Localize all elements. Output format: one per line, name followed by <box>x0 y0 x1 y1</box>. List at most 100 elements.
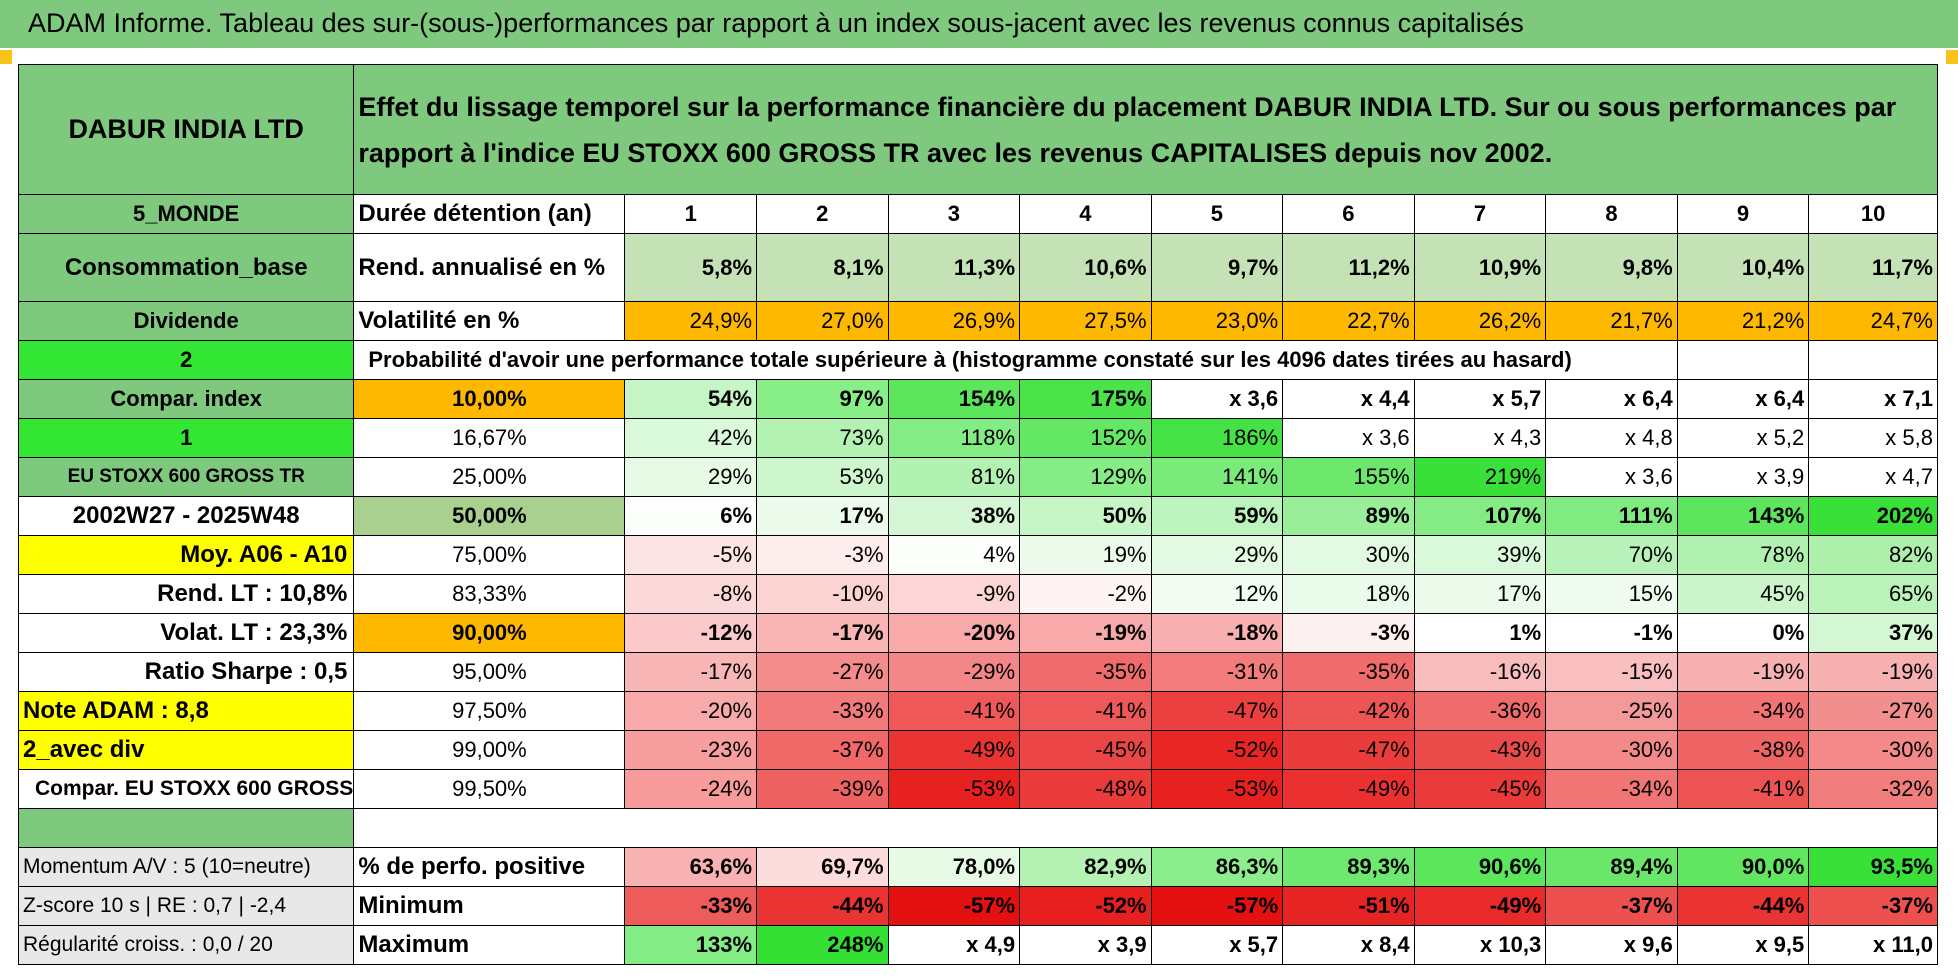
duration-row: 5_MONDE Durée détention (an) 1 2 3 4 5 6… <box>19 195 1938 234</box>
quantile-cell: -48% <box>1020 770 1152 809</box>
probability-label: Probabilité d'avoir une performance tota… <box>354 341 1677 380</box>
year-header: 6 <box>1283 195 1415 234</box>
quantile-cell: 39% <box>1414 536 1546 575</box>
quantile-cell: -53% <box>1151 770 1283 809</box>
quantile-cell: -3% <box>1283 614 1415 653</box>
quantile-cell: -43% <box>1414 731 1546 770</box>
volatility-cell: 23,0% <box>1151 302 1283 341</box>
duration-label: Durée détention (an) <box>354 195 625 234</box>
volatility-label: Volatilité en % <box>354 302 625 341</box>
quantile-cell: -1% <box>1546 614 1678 653</box>
quantile-cell: x 6,4 <box>1677 380 1809 419</box>
quantile-cell: 111% <box>1546 497 1678 536</box>
quantile-cell: 219% <box>1414 458 1546 497</box>
quantile-cell: 152% <box>1020 419 1152 458</box>
maximum-cell: x 4,9 <box>888 926 1020 965</box>
spacer-cell <box>19 809 354 848</box>
year-header: 8 <box>1546 195 1678 234</box>
return-cell: 8,1% <box>757 234 889 302</box>
volatility-cell: 24,9% <box>625 302 757 341</box>
quantile-cell: 29% <box>1151 536 1283 575</box>
minimum-cell: -33% <box>625 887 757 926</box>
quantile-cell: 0% <box>1677 614 1809 653</box>
selector-a[interactable]: 2 <box>19 341 354 380</box>
maximum-cell: x 11,0 <box>1809 926 1938 965</box>
positive-cell: 89,3% <box>1283 848 1415 887</box>
description: Effet du lissage temporel sur la perform… <box>354 65 1938 195</box>
quantile-cell: 38% <box>888 497 1020 536</box>
quantile-row: Rend. LT : 10,8% 83,33% -8% -10% -9% -2%… <box>19 575 1938 614</box>
quantile-cell: -32% <box>1809 770 1938 809</box>
quantile-cell: 1% <box>1414 614 1546 653</box>
quantile-cell: 37% <box>1809 614 1938 653</box>
percentile-cell: 75,00% <box>354 536 625 575</box>
quantile-cell: -9% <box>888 575 1020 614</box>
quantile-cell: x 7,1 <box>1809 380 1938 419</box>
quantile-cell: 129% <box>1020 458 1152 497</box>
selector-b[interactable]: 1 <box>19 419 354 458</box>
return-cell: 9,8% <box>1546 234 1678 302</box>
quantile-cell: 107% <box>1414 497 1546 536</box>
quantile-cell: -34% <box>1546 770 1678 809</box>
quantile-cell: -25% <box>1546 692 1678 731</box>
index-name: EU STOXX 600 GROSS TR <box>19 458 354 497</box>
quantile-cell: -16% <box>1414 653 1546 692</box>
percentile-cell: 83,33% <box>354 575 625 614</box>
quantile-cell: x 4,4 <box>1283 380 1415 419</box>
maximum-cell: x 10,3 <box>1414 926 1546 965</box>
quantile-cell: -2% <box>1020 575 1152 614</box>
spacer-cell <box>354 809 1938 848</box>
avec-div-label: 2_avec div <box>19 731 354 770</box>
quantile-cell: 18% <box>1283 575 1415 614</box>
momentum-label: Momentum A/V : 5 (10=neutre) <box>19 848 354 887</box>
year-header: 2 <box>757 195 889 234</box>
quantile-cell: -41% <box>1020 692 1152 731</box>
minimum-cell: -52% <box>1020 887 1152 926</box>
quantile-cell: 30% <box>1283 536 1415 575</box>
quantile-cell: 70% <box>1546 536 1678 575</box>
compar-full-label: Compar. EU STOXX 600 GROSS TR <box>19 770 354 809</box>
percentile-cell: 50,00% <box>354 497 625 536</box>
quantile-cell: 4% <box>888 536 1020 575</box>
quantile-cell: -19% <box>1677 653 1809 692</box>
percentile-cell: 10,00% <box>354 380 625 419</box>
return-cell: 10,4% <box>1677 234 1809 302</box>
quantile-cell: -30% <box>1809 731 1938 770</box>
positive-cell: 86,3% <box>1151 848 1283 887</box>
maximum-cell: x 8,4 <box>1283 926 1415 965</box>
quantile-cell: -15% <box>1546 653 1678 692</box>
quantile-cell: 97% <box>757 380 889 419</box>
year-header: 9 <box>1677 195 1809 234</box>
quantile-cell: -24% <box>625 770 757 809</box>
report-banner: ADAM Informe. Tableau des sur-(sous-)per… <box>0 0 1958 50</box>
year-header: 4 <box>1020 195 1152 234</box>
quantile-cell: -42% <box>1283 692 1415 731</box>
return-cell: 9,7% <box>1151 234 1283 302</box>
quantile-cell: x 4,7 <box>1809 458 1938 497</box>
quantile-cell: 54% <box>625 380 757 419</box>
minimum-row: Z-score 10 s | RE : 0,7 | -2,4 Minimum -… <box>19 887 1938 926</box>
quantile-cell: -36% <box>1414 692 1546 731</box>
quantile-cell: -41% <box>1677 770 1809 809</box>
quantile-cell: -27% <box>757 653 889 692</box>
quantile-row: Compar. EU STOXX 600 GROSS TR 99,50% -24… <box>19 770 1938 809</box>
quantile-cell: -19% <box>1020 614 1152 653</box>
quantile-cell: 19% <box>1020 536 1152 575</box>
return-cell: 5,8% <box>625 234 757 302</box>
volatility-cell: 26,9% <box>888 302 1020 341</box>
quantile-cell: 202% <box>1809 497 1938 536</box>
minimum-cell: -37% <box>1546 887 1678 926</box>
positive-cell: 78,0% <box>888 848 1020 887</box>
compar-index-label: Compar. index <box>19 380 354 419</box>
positive-cell: 90,6% <box>1414 848 1546 887</box>
quantile-cell: -31% <box>1151 653 1283 692</box>
quantile-cell: 6% <box>625 497 757 536</box>
year-header: 7 <box>1414 195 1546 234</box>
percentile-cell: 90,00% <box>354 614 625 653</box>
blank-cell <box>1677 341 1809 380</box>
quantile-cell: -41% <box>888 692 1020 731</box>
percentile-cell: 99,00% <box>354 731 625 770</box>
quantile-cell: -52% <box>1151 731 1283 770</box>
quantile-cell: 154% <box>888 380 1020 419</box>
period-label: 2002W27 - 2025W48 <box>19 497 354 536</box>
